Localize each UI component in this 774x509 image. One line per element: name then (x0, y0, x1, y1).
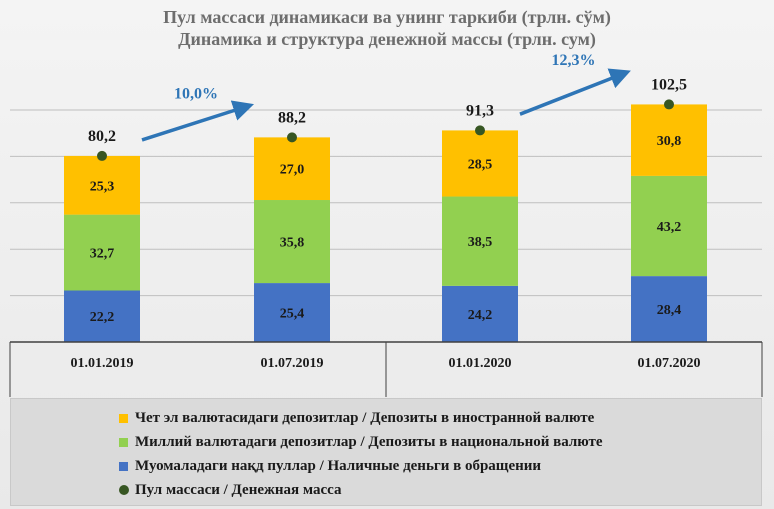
chart-title: Пул массаси динамикаси ва унинг таркиби … (0, 6, 774, 50)
data-label: 27,0 (280, 163, 305, 178)
legend-label-money-supply: Пул массаси / Денежная масса (135, 481, 342, 498)
legend-item-foreign-deposits: Чет эл валютасидаги депозитлар / Депозит… (119, 407, 594, 429)
bar-segment (631, 175, 707, 277)
bar-segment (254, 283, 330, 342)
bar-segment (442, 285, 518, 342)
data-label: 25,4 (280, 307, 305, 322)
legend-label-cash: Муомаладаги нақд пуллар / Наличные деньг… (135, 457, 542, 474)
chart-legend: Чет эл валютасидаги депозитлар / Депозит… (10, 398, 762, 506)
total-label: 102,5 (651, 76, 687, 93)
total-label: 91,3 (466, 102, 494, 119)
total-marker (287, 132, 297, 143)
legend-swatch-foreign-deposits (119, 413, 128, 423)
data-label: 22,2 (90, 310, 115, 325)
data-label: 28,4 (657, 303, 682, 318)
legend-swatch-cash (119, 461, 128, 471)
legend-swatch-national-deposits (119, 437, 128, 447)
growth-arrow (519, 68, 631, 116)
bar-segment (64, 155, 140, 215)
total-marker (475, 125, 485, 136)
growth-label: 12,3% (552, 52, 596, 69)
legend-marker-money-supply (119, 485, 129, 495)
legend-item-national-deposits: Миллий валютадаги депозитлар / Депозиты … (119, 431, 603, 453)
legend-label-foreign-deposits: Чет эл валютасидаги депозитлар / Депозит… (135, 409, 595, 426)
legend-label-national-deposits: Миллий валютадаги депозитлар / Депозиты … (135, 433, 603, 450)
data-label: 32,7 (90, 247, 115, 262)
total-label: 80,2 (88, 128, 116, 145)
data-label: 24,2 (468, 308, 493, 323)
bar-segment (631, 276, 707, 342)
x-tick-label: 01.07.2020 (638, 356, 701, 371)
legend-item-cash: Муомаладаги нақд пуллар / Наличные деньг… (119, 455, 541, 477)
data-label: 28,5 (468, 157, 493, 172)
growth-arrow (141, 100, 255, 142)
bar-segment (442, 130, 518, 197)
bar-chart: 22,2 32,7 25,3 80,2 25,4 35,8 27,0 88,2 24,2 38,5… (9, 52, 763, 397)
growth-label: 10,0% (174, 85, 218, 102)
data-label: 30,8 (657, 134, 682, 149)
bar-segment (64, 214, 140, 291)
data-label: 25,3 (90, 179, 115, 194)
x-tick-label: 01.07.2019 (261, 356, 324, 371)
chart-title-line1: Пул массаси динамикаси ва унинг таркиби … (163, 7, 611, 27)
chart-title-line2: Динамика и структура денежной массы (трл… (178, 29, 596, 49)
bar-segment (254, 137, 330, 201)
data-label: 38,5 (468, 235, 493, 250)
bar-segment (254, 200, 330, 284)
total-marker (664, 99, 674, 110)
total-label: 88,2 (278, 109, 306, 126)
bar-segment (631, 104, 707, 176)
data-label: 43,2 (657, 220, 682, 235)
total-marker (97, 150, 107, 161)
legend-item-money-supply: Пул массаси / Денежная масса (119, 479, 342, 501)
data-label: 35,8 (280, 236, 305, 251)
bar-segment (442, 196, 518, 286)
x-tick-label: 01.01.2019 (71, 356, 134, 371)
x-tick-label: 01.01.2020 (449, 356, 512, 371)
bar-segment (64, 290, 140, 342)
